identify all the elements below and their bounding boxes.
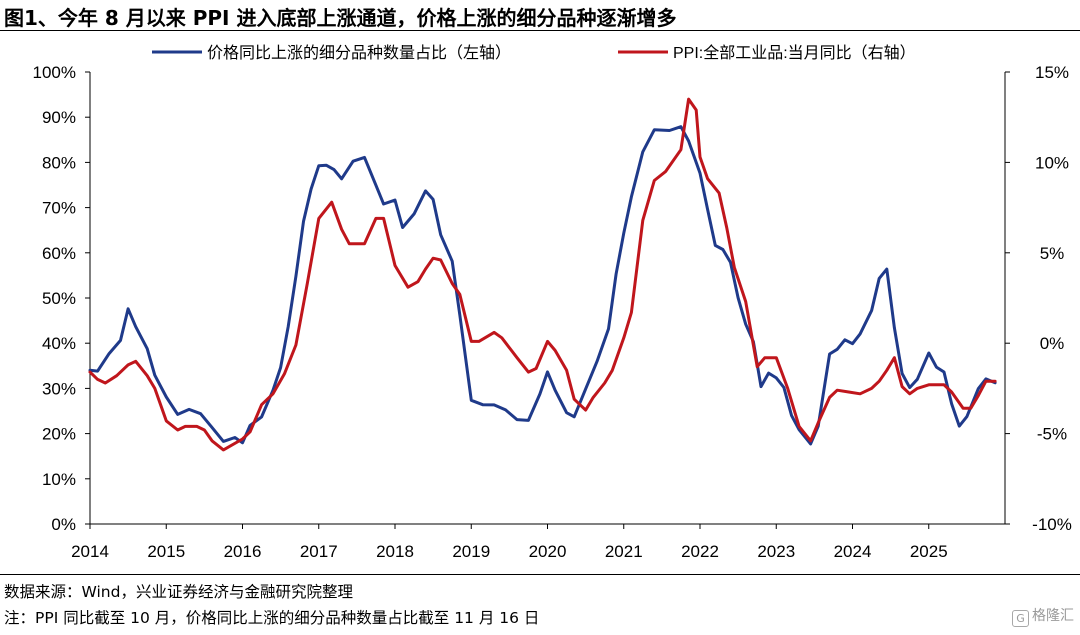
source-note: 数据来源：Wind，兴业证券经济与金融研究院整理	[4, 583, 353, 601]
left-tick-label: 70%	[42, 199, 76, 218]
watermark-logo-icon: G	[1012, 610, 1029, 627]
x-tick-label: 2019	[452, 542, 490, 561]
x-tick-label: 2015	[147, 542, 185, 561]
series-line-left-axis	[88, 125, 997, 446]
legend: 价格同比上涨的细分品种数量占比（左轴） PPI:全部工业品:当月同比（右轴）	[152, 44, 916, 62]
x-tick-label: 2018	[376, 542, 414, 561]
x-tick-label: 2014	[71, 542, 109, 561]
chart-title: 图1、今年 8 月以来 PPI 进入底部上涨通道，价格上涨的细分品种逐渐增多	[4, 6, 677, 30]
x-tick-label: 2023	[757, 542, 795, 561]
left-tick-label: 0%	[51, 515, 76, 534]
right-tick-label: -5%	[1037, 425, 1067, 444]
axis-ticks: 0% 10% 20% 30% 40% 50% 60% 70% 80% 90% 100% -10% -5%…	[33, 63, 1072, 561]
x-tick-label: 2025	[910, 542, 948, 561]
x-tick-label: 2017	[300, 542, 338, 561]
x-tick-label: 2021	[605, 542, 643, 561]
left-tick-label: 30%	[42, 379, 76, 398]
footer-divider	[0, 574, 1080, 575]
left-tick-label: 100%	[33, 63, 76, 82]
watermark: G 格隆汇	[1012, 605, 1074, 627]
legend-label: 价格同比上涨的细分品种数量占比（左轴）	[207, 44, 511, 62]
series-line-right-axis	[88, 97, 997, 452]
right-tick-label: 5%	[1040, 244, 1065, 263]
left-tick-label: 80%	[42, 153, 76, 172]
right-tick-label: 0%	[1040, 334, 1065, 353]
left-tick-label: 20%	[42, 425, 76, 444]
x-tick-label: 2016	[224, 542, 262, 561]
left-tick-label: 60%	[42, 244, 76, 263]
x-tick-label: 2024	[834, 542, 872, 561]
footnote: 注：PPI 同比截至 10 月，价格同比上涨的细分品种数量占比截至 11 月 1…	[4, 609, 540, 627]
dual-axis-line-chart: 0% 10% 20% 30% 40% 50% 60% 70% 80% 90% 100% -10% -5%…	[33, 44, 1072, 561]
left-tick-label: 90%	[42, 108, 76, 127]
x-tick-label: 2020	[529, 542, 567, 561]
plot-frame	[89, 72, 1006, 525]
left-tick-label: 40%	[42, 334, 76, 353]
left-tick-label: 10%	[42, 470, 76, 489]
series-lines	[88, 97, 997, 452]
x-tick-label: 2022	[681, 542, 719, 561]
right-tick-label: 10%	[1035, 153, 1069, 172]
title-divider	[0, 30, 1080, 31]
watermark-text: 格隆汇	[1032, 608, 1074, 624]
right-tick-label: 15%	[1035, 63, 1069, 82]
right-tick-label: -10%	[1032, 515, 1072, 534]
legend-label: PPI:全部工业品:当月同比（右轴）	[673, 44, 916, 62]
left-tick-label: 50%	[42, 289, 76, 308]
